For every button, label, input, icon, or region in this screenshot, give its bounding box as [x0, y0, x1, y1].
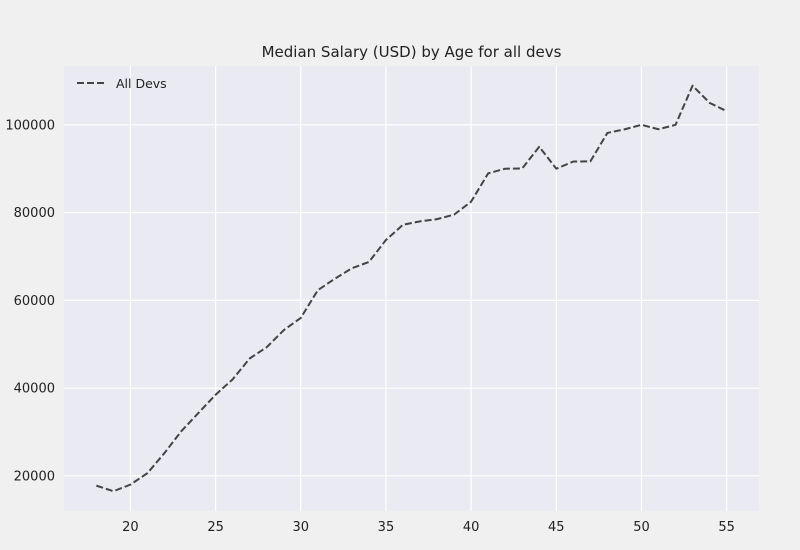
x-tick-label: 25: [207, 520, 224, 535]
x-axis: 20 25 30 35 40 45 50 55: [122, 520, 735, 535]
x-tick-label: 50: [633, 520, 650, 535]
y-tick-label: 40000: [14, 382, 55, 397]
x-tick-label: 55: [718, 520, 735, 535]
plot-area: [64, 66, 759, 511]
grid: [64, 66, 759, 511]
x-tick-label: 30: [293, 520, 310, 535]
y-tick-label: 60000: [14, 294, 55, 309]
legend: All Devs: [77, 76, 167, 91]
y-tick-label: 20000: [14, 469, 55, 484]
series-line-all-devs: [96, 84, 728, 493]
x-tick-label: 20: [122, 520, 139, 535]
legend-label-all-devs: All Devs: [116, 76, 167, 91]
series-layer: [96, 84, 728, 493]
x-tick-label: 40: [463, 520, 480, 535]
y-tick-label: 100000: [5, 118, 55, 133]
chart-title: Median Salary (USD) by Age for all devs: [262, 43, 562, 61]
x-tick-label: 45: [548, 520, 565, 535]
y-tick-label: 80000: [14, 206, 55, 221]
y-axis: 20000 40000 60000 80000 100000: [5, 118, 55, 484]
x-tick-label: 35: [378, 520, 395, 535]
